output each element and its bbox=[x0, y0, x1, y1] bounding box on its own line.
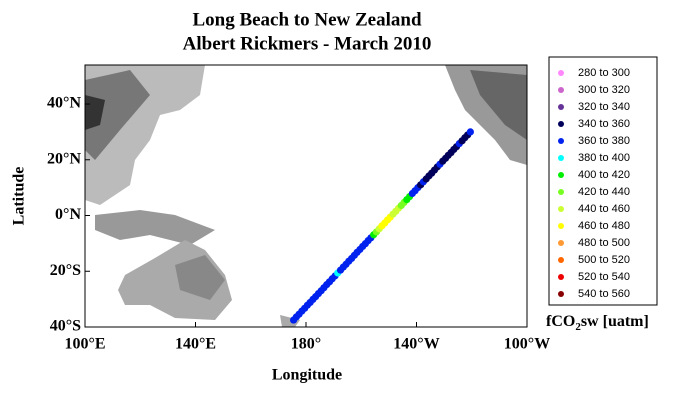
legend-swatch bbox=[558, 189, 564, 195]
y-tick-label: 20°N bbox=[47, 150, 81, 167]
track-point bbox=[466, 128, 474, 136]
legend-swatch bbox=[558, 206, 564, 212]
legend-label: 420 to 440 bbox=[578, 186, 630, 198]
x-tick-label: 100°E bbox=[64, 336, 105, 353]
legend-swatch bbox=[558, 104, 564, 110]
legend-title-text: fCO bbox=[546, 313, 575, 330]
legend-swatch bbox=[558, 257, 564, 263]
na-relief bbox=[470, 70, 527, 140]
legend-title-subscript: 2 bbox=[575, 321, 581, 333]
legend-box bbox=[548, 56, 658, 306]
legend-swatch bbox=[558, 240, 564, 246]
legend-swatch bbox=[558, 87, 564, 93]
legend-swatch bbox=[558, 121, 564, 127]
x-tick-label: 180° bbox=[291, 336, 321, 353]
y-axis-title: Latitude bbox=[11, 167, 28, 226]
legend-label: 380 to 400 bbox=[578, 152, 630, 164]
y-tick-label: 0°N bbox=[55, 206, 81, 223]
australia-relief bbox=[175, 255, 225, 300]
new-zealand bbox=[280, 315, 300, 327]
legend-swatch bbox=[558, 155, 564, 161]
legend-label: 460 to 480 bbox=[578, 220, 630, 232]
y-tick-label: 20°S bbox=[50, 262, 81, 279]
legend-label: 500 to 520 bbox=[578, 254, 630, 266]
legend-swatch bbox=[558, 138, 564, 144]
legend-label: 300 to 320 bbox=[578, 84, 630, 96]
x-axis-title: Longitude bbox=[272, 367, 342, 384]
legend-label: 540 to 560 bbox=[578, 288, 630, 300]
legend-swatch bbox=[558, 70, 564, 76]
legend-swatch bbox=[558, 291, 564, 297]
legend-swatch bbox=[558, 223, 564, 229]
chart-title: Long Beach to New Zealand bbox=[192, 9, 422, 30]
asia-relief bbox=[85, 70, 150, 160]
land bbox=[85, 65, 527, 327]
legend-label: 440 to 460 bbox=[578, 203, 630, 215]
chart-subtitle: Albert Rickmers - March 2010 bbox=[183, 33, 432, 54]
legend-swatch bbox=[558, 172, 564, 178]
legend-label: 400 to 420 bbox=[578, 169, 630, 181]
x-tick-label: 100°W bbox=[504, 336, 550, 353]
y-tick-label: 40°N bbox=[47, 95, 81, 112]
legend-label: 520 to 540 bbox=[578, 271, 630, 283]
legend-label: 340 to 360 bbox=[578, 118, 630, 130]
legend-label: 280 to 300 bbox=[578, 67, 630, 79]
x-tick-label: 140°E bbox=[175, 336, 216, 353]
legend-title-text: sw [uatm] bbox=[581, 313, 649, 330]
indonesia bbox=[95, 210, 215, 245]
legend-label: 320 to 340 bbox=[578, 101, 630, 113]
legend-label: 480 to 500 bbox=[578, 237, 630, 249]
legend-label: 360 to 380 bbox=[578, 135, 630, 147]
legend-swatch bbox=[558, 274, 564, 280]
legend-title: fCO2sw [uatm] bbox=[546, 313, 649, 333]
x-tick-label: 140°W bbox=[393, 336, 439, 353]
y-tick-label: 40°S bbox=[50, 318, 81, 335]
